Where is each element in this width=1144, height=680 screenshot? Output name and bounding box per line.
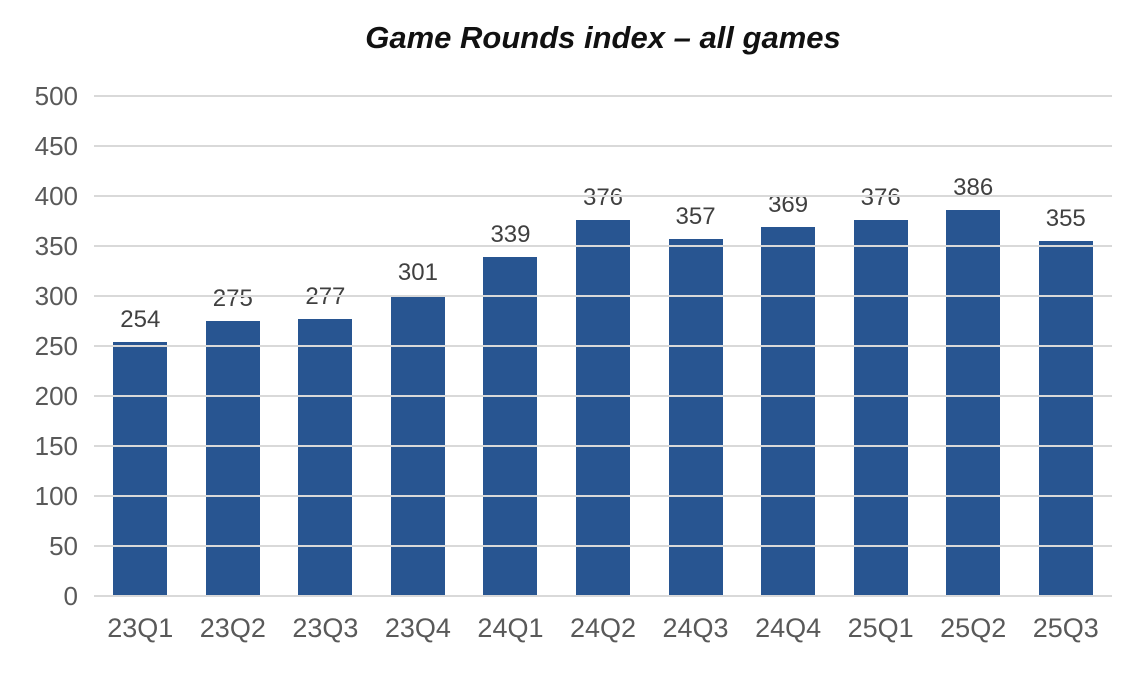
bar-value-label: 386 — [953, 174, 994, 201]
bar — [1038, 241, 1093, 596]
bar-value-label: 369 — [768, 191, 809, 218]
bar-value-label: 357 — [675, 203, 716, 230]
y-tick-label: 250 — [34, 331, 78, 361]
bar — [205, 321, 260, 596]
x-tick-label: 24Q1 — [477, 613, 544, 643]
bar-value-label: 275 — [212, 285, 253, 312]
x-tick-label: 24Q2 — [569, 613, 637, 643]
bar — [761, 227, 816, 596]
y-tick-label: 300 — [34, 281, 78, 311]
bar-cell: 355 — [1019, 96, 1112, 596]
bar-value-label: 376 — [582, 184, 624, 211]
y-tick-label: 100 — [34, 481, 78, 511]
x-tick-label: 23Q2 — [199, 613, 266, 643]
bar-value-label: 277 — [305, 283, 346, 310]
plot-area: 254 275 277 301 339 376 357 369 376 386 355 — [94, 95, 1112, 597]
bar — [946, 210, 1001, 596]
bars-row: 254 275 277 301 339 376 357 369 376 386 355 — [94, 96, 1112, 596]
bar-value-label: 355 — [1045, 205, 1086, 232]
bar-cell: 339 — [464, 96, 557, 596]
bar-cell: 369 — [742, 96, 835, 596]
bar-cell: 275 — [187, 96, 280, 596]
x-tick-label: 25Q2 — [940, 613, 1007, 643]
bar-value-label: 339 — [490, 221, 531, 248]
bar-value-label: 301 — [397, 259, 438, 286]
y-tick-label: 450 — [34, 131, 78, 161]
bar-cell: 376 — [557, 96, 650, 596]
bar — [853, 220, 908, 596]
bar-value-label: 254 — [120, 306, 161, 333]
bar-cell: 376 — [834, 96, 927, 596]
y-tick-label: 150 — [34, 431, 78, 461]
bar — [298, 319, 353, 596]
x-tick-label: 23Q3 — [292, 613, 359, 643]
x-tick-label: 24Q4 — [755, 613, 822, 643]
y-tick-label: 0 — [63, 581, 78, 611]
bar — [390, 295, 445, 596]
x-tick-label: 23Q4 — [384, 613, 451, 643]
bar-cell: 277 — [279, 96, 372, 596]
x-tick-label: 25Q3 — [1032, 613, 1099, 643]
y-tick-label: 50 — [49, 531, 78, 561]
x-tick-label: 23Q1 — [107, 613, 174, 643]
y-tick-label: 350 — [34, 231, 78, 261]
bar-cell: 386 — [927, 96, 1020, 596]
y-tick-label: 200 — [34, 381, 78, 411]
bar-cell: 254 — [94, 96, 187, 596]
y-axis: 0 50 100 150 200 250 300 350 400 450 500 — [0, 83, 78, 609]
bar — [113, 342, 168, 596]
x-tick-label: 25Q1 — [847, 613, 914, 643]
x-tick-label: 24Q3 — [662, 613, 729, 643]
bar — [483, 257, 538, 596]
bar — [576, 220, 630, 596]
y-tick-label: 400 — [34, 181, 78, 211]
chart-title: Game Rounds index – all games — [365, 20, 841, 55]
bar-value-label: 376 — [860, 184, 901, 211]
bar — [668, 239, 723, 596]
x-axis: 23Q1 23Q2 23Q3 23Q4 24Q1 24Q2 24Q3 24Q4 25Q1 25Q2… — [94, 613, 1112, 643]
bar-cell: 301 — [372, 96, 465, 596]
y-tick-label: 500 — [34, 81, 78, 111]
bar-cell: 357 — [649, 96, 742, 596]
